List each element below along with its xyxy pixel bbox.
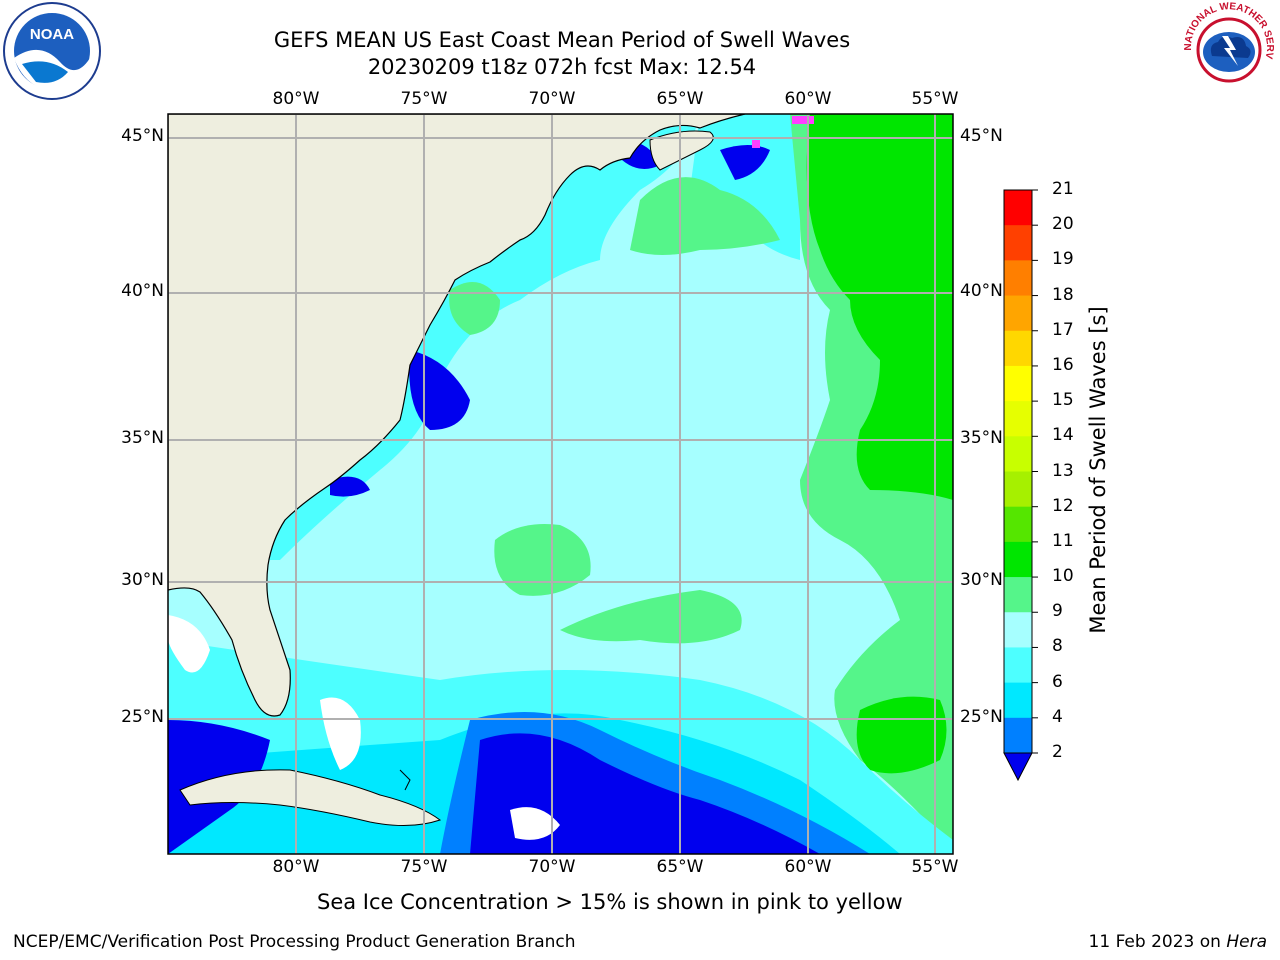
nws-logo: NATIONAL WEATHER SERVICE [1178,0,1277,98]
lon-label-bottom: 70°W [528,857,576,877]
colorbar-segment [1004,506,1032,543]
colorbar-tick-label: 20 [1052,214,1074,235]
lon-label-top: 60°W [784,89,832,109]
shade-green-gulf-maine [630,177,780,255]
land-bahamas-2 [399,769,411,791]
colorbar-tick-label: 16 [1052,354,1074,375]
lon-label-bottom: 65°W [656,857,704,877]
colorbar-segment [1004,401,1032,437]
svg-text:NOAA: NOAA [30,26,74,43]
colorbar-segment [1004,225,1032,261]
land-cuba [179,769,442,827]
lon-label-bottom: 60°W [784,857,832,877]
colorbar [1003,189,1038,782]
map-gridlines [168,114,953,854]
shade-green-nj [449,282,500,335]
colorbar-tick-label: 10 [1052,566,1074,587]
colorbar-extend-arrow [1003,752,1033,782]
colorbar-segment [1004,190,1032,226]
shade-deepblue-sc [330,476,370,497]
footer-host: Hera [1226,932,1267,952]
lon-label-top: 75°W [400,89,448,109]
lon-label-top: 55°W [911,89,959,109]
colorbar-tick-label: 19 [1052,249,1074,270]
land-north-america [168,114,746,717]
colorbar-tick-label: 12 [1052,495,1074,516]
shade-deepblue-ns [720,145,770,180]
colorbar-segment [1004,260,1032,297]
footer-date-text: 11 Feb 2023 on [1088,932,1227,952]
colorbar-segment [1004,717,1032,754]
colorbar-segment [1004,295,1032,332]
lon-label-top: 70°W [528,89,576,109]
nodata-florida-bay [168,615,210,673]
colorbar-tick-label: 18 [1052,284,1074,305]
colorbar-tick-label: 13 [1052,460,1074,481]
footer-credit: NCEP/EMC/Verification Post Processing Pr… [13,932,576,952]
colorbar-segment [1004,471,1032,508]
colorbar-segment [1004,682,1032,719]
sea-ice-marker [792,116,814,124]
lat-label-right: 40°N [960,281,1003,301]
lat-label-right: 30°N [960,570,1003,590]
lat-label-right: 25°N [960,707,1003,727]
chart-title: GEFS MEAN US East Coast Mean Period of S… [273,28,851,52]
colorbar-tick-label: 14 [1052,425,1074,446]
sea-ice-marker [752,140,760,148]
colorbar-tick-label: 8 [1052,636,1063,657]
shade-brightgreen-north [806,114,953,500]
sea-ice-note: Sea Ice Concentration > 15% is shown in … [317,890,903,914]
colorbar-tick-label: 17 [1052,319,1074,340]
colorbar-tick-label: 15 [1052,390,1074,411]
colorbar-label: Mean Period of Swell Waves [s] [1086,306,1110,634]
colorbar-segment [1004,436,1032,472]
footer-date: 11 Feb 2023 on Hera [1089,932,1267,952]
colorbar-segment [1004,365,1032,402]
colorbar-tick-label: 9 [1052,601,1063,622]
colorbar-tick-label: 4 [1052,706,1063,727]
shade-brightgreen-south [856,696,947,774]
colorbar-tick-label: 11 [1052,530,1074,551]
colorbar-segment [1004,612,1032,648]
lon-label-bottom: 55°W [911,857,959,877]
lon-label-bottom: 80°W [272,857,320,877]
colorbar-tick-label: 21 [1052,179,1074,199]
colorbar-segment [1004,541,1032,578]
lat-label-left: 25°N [121,707,164,727]
noaa-logo: NOAA [3,2,101,100]
lat-label-right: 35°N [960,428,1003,448]
map-frame [167,113,954,855]
nodata-bahamas [320,697,361,770]
nodata-caribbean [510,807,560,840]
land-maritimes [649,130,714,171]
lon-label-top: 80°W [272,89,320,109]
colorbar-segment [1004,647,1032,684]
shade-cyan-ne [690,114,800,260]
lon-label-bottom: 75°W [400,857,448,877]
colorbar-tick-label: 2 [1052,742,1063,762]
shade-green-center [494,524,591,596]
lat-label-left: 40°N [121,281,164,301]
lat-label-left: 35°N [121,428,164,448]
lat-label-left: 45°N [121,126,164,146]
lat-label-left: 30°N [121,570,164,590]
colorbar-tick-label: 6 [1052,671,1063,692]
chart-subtitle: 20230209 t18z 072h fcst Max: 12.54 [367,55,757,79]
lon-label-top: 65°W [656,89,704,109]
colorbar-segment [1004,577,1032,613]
lat-label-right: 45°N [960,126,1003,146]
shade-green-south [560,590,742,644]
colorbar-segment [1004,330,1032,367]
